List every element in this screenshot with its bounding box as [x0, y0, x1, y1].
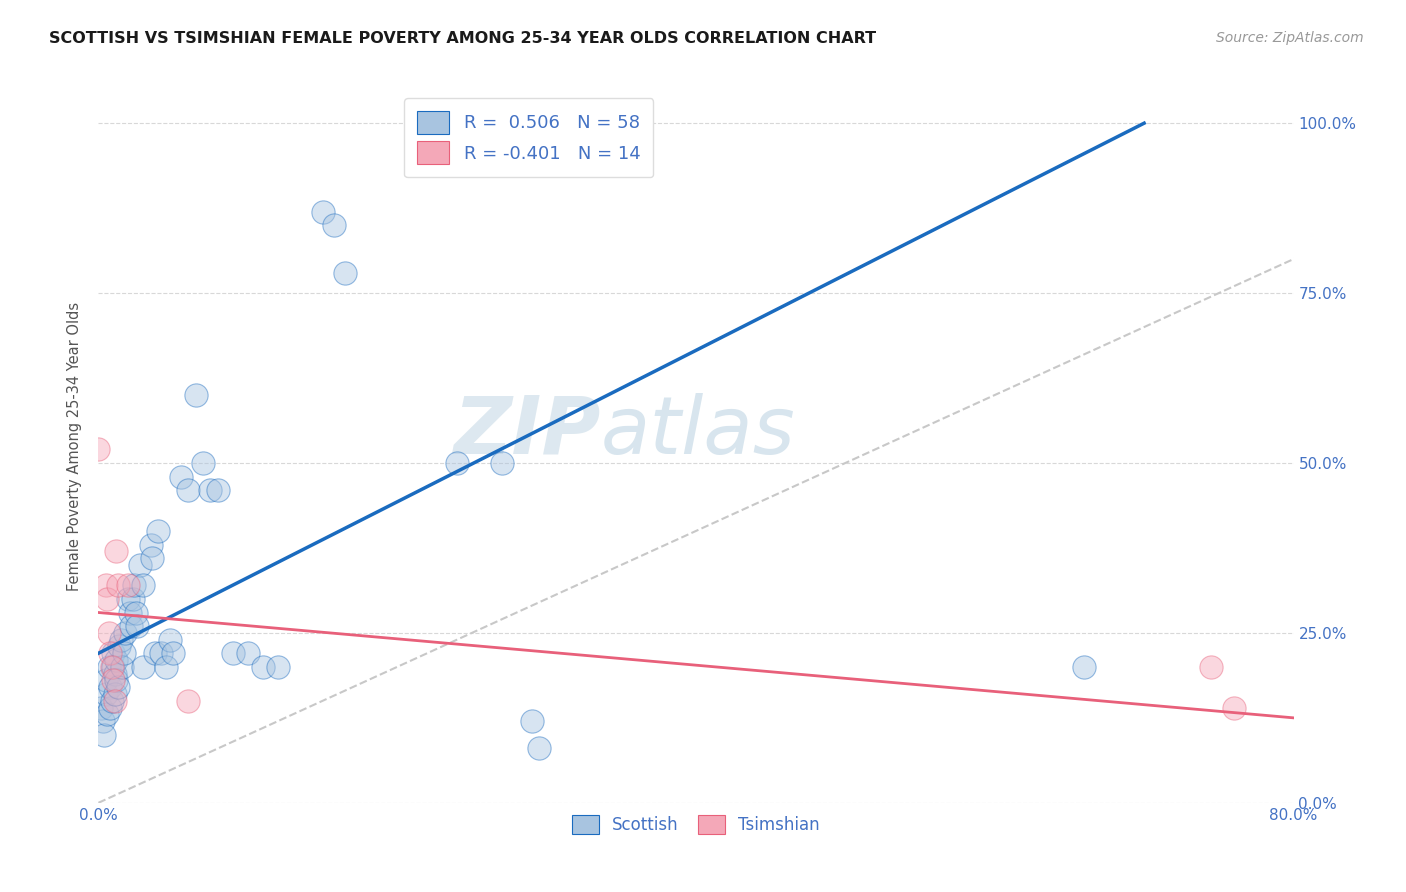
- Point: [98, 700, 122, 714]
- Point: [236, 646, 259, 660]
- Point: [267, 660, 290, 674]
- Point: [177, 483, 200, 498]
- Point: [124, 578, 146, 592]
- Point: [101, 694, 124, 708]
- Point: [114, 626, 136, 640]
- Point: [117, 578, 139, 592]
- Text: SCOTTISH VS TSIMSHIAN FEMALE POVERTY AMONG 25-34 YEAR OLDS CORRELATION CHART: SCOTTISH VS TSIMSHIAN FEMALE POVERTY AMO…: [49, 31, 876, 46]
- Point: [162, 646, 184, 660]
- Point: [112, 646, 135, 660]
- Point: [520, 714, 543, 729]
- Y-axis label: Female Poverty Among 25-34 Year Olds: Female Poverty Among 25-34 Year Olds: [67, 301, 83, 591]
- Legend: Scottish, Tsimshian: Scottish, Tsimshian: [565, 808, 827, 841]
- Point: [104, 687, 127, 701]
- Point: [97, 660, 120, 674]
- Text: Source: ZipAtlas.com: Source: ZipAtlas.com: [1216, 31, 1364, 45]
- Point: [94, 578, 117, 592]
- Point: [132, 578, 155, 592]
- Point: [103, 673, 125, 688]
- Point: [132, 660, 155, 674]
- Point: [107, 680, 129, 694]
- Point: [207, 483, 229, 498]
- Point: [121, 591, 143, 606]
- Point: [125, 606, 148, 620]
- Point: [191, 456, 214, 470]
- Point: [1201, 660, 1223, 674]
- Point: [105, 653, 128, 667]
- Point: [118, 606, 141, 620]
- Point: [159, 632, 181, 647]
- Point: [127, 619, 149, 633]
- Point: [491, 456, 513, 470]
- Point: [94, 673, 117, 688]
- Point: [333, 266, 356, 280]
- Point: [98, 680, 122, 694]
- Text: ZIP: ZIP: [453, 392, 600, 471]
- Point: [93, 728, 115, 742]
- Point: [111, 660, 134, 674]
- Point: [108, 640, 131, 654]
- Point: [446, 456, 468, 470]
- Text: atlas: atlas: [600, 392, 796, 471]
- Point: [155, 660, 177, 674]
- Point: [1223, 700, 1246, 714]
- Point: [120, 619, 142, 633]
- Point: [91, 714, 114, 729]
- Point: [177, 694, 200, 708]
- Point: [169, 469, 191, 483]
- Point: [143, 646, 166, 660]
- Point: [184, 388, 207, 402]
- Point: [101, 660, 124, 674]
- Point: [87, 442, 110, 457]
- Point: [110, 632, 132, 647]
- Point: [129, 558, 152, 572]
- Point: [117, 591, 139, 606]
- Point: [200, 483, 222, 498]
- Point: [139, 537, 162, 551]
- Point: [96, 591, 118, 606]
- Point: [94, 687, 117, 701]
- Point: [150, 646, 173, 660]
- Point: [1073, 660, 1095, 674]
- Point: [527, 741, 550, 756]
- Point: [90, 700, 112, 714]
- Point: [323, 218, 346, 232]
- Point: [105, 673, 128, 688]
- Point: [104, 666, 127, 681]
- Point: [148, 524, 170, 538]
- Point: [222, 646, 245, 660]
- Point: [141, 551, 163, 566]
- Point: [311, 204, 333, 219]
- Point: [97, 626, 120, 640]
- Point: [103, 646, 125, 660]
- Point: [252, 660, 274, 674]
- Point: [103, 660, 125, 674]
- Point: [105, 544, 128, 558]
- Point: [104, 694, 127, 708]
- Point: [98, 646, 122, 660]
- Point: [107, 578, 129, 592]
- Point: [96, 707, 118, 722]
